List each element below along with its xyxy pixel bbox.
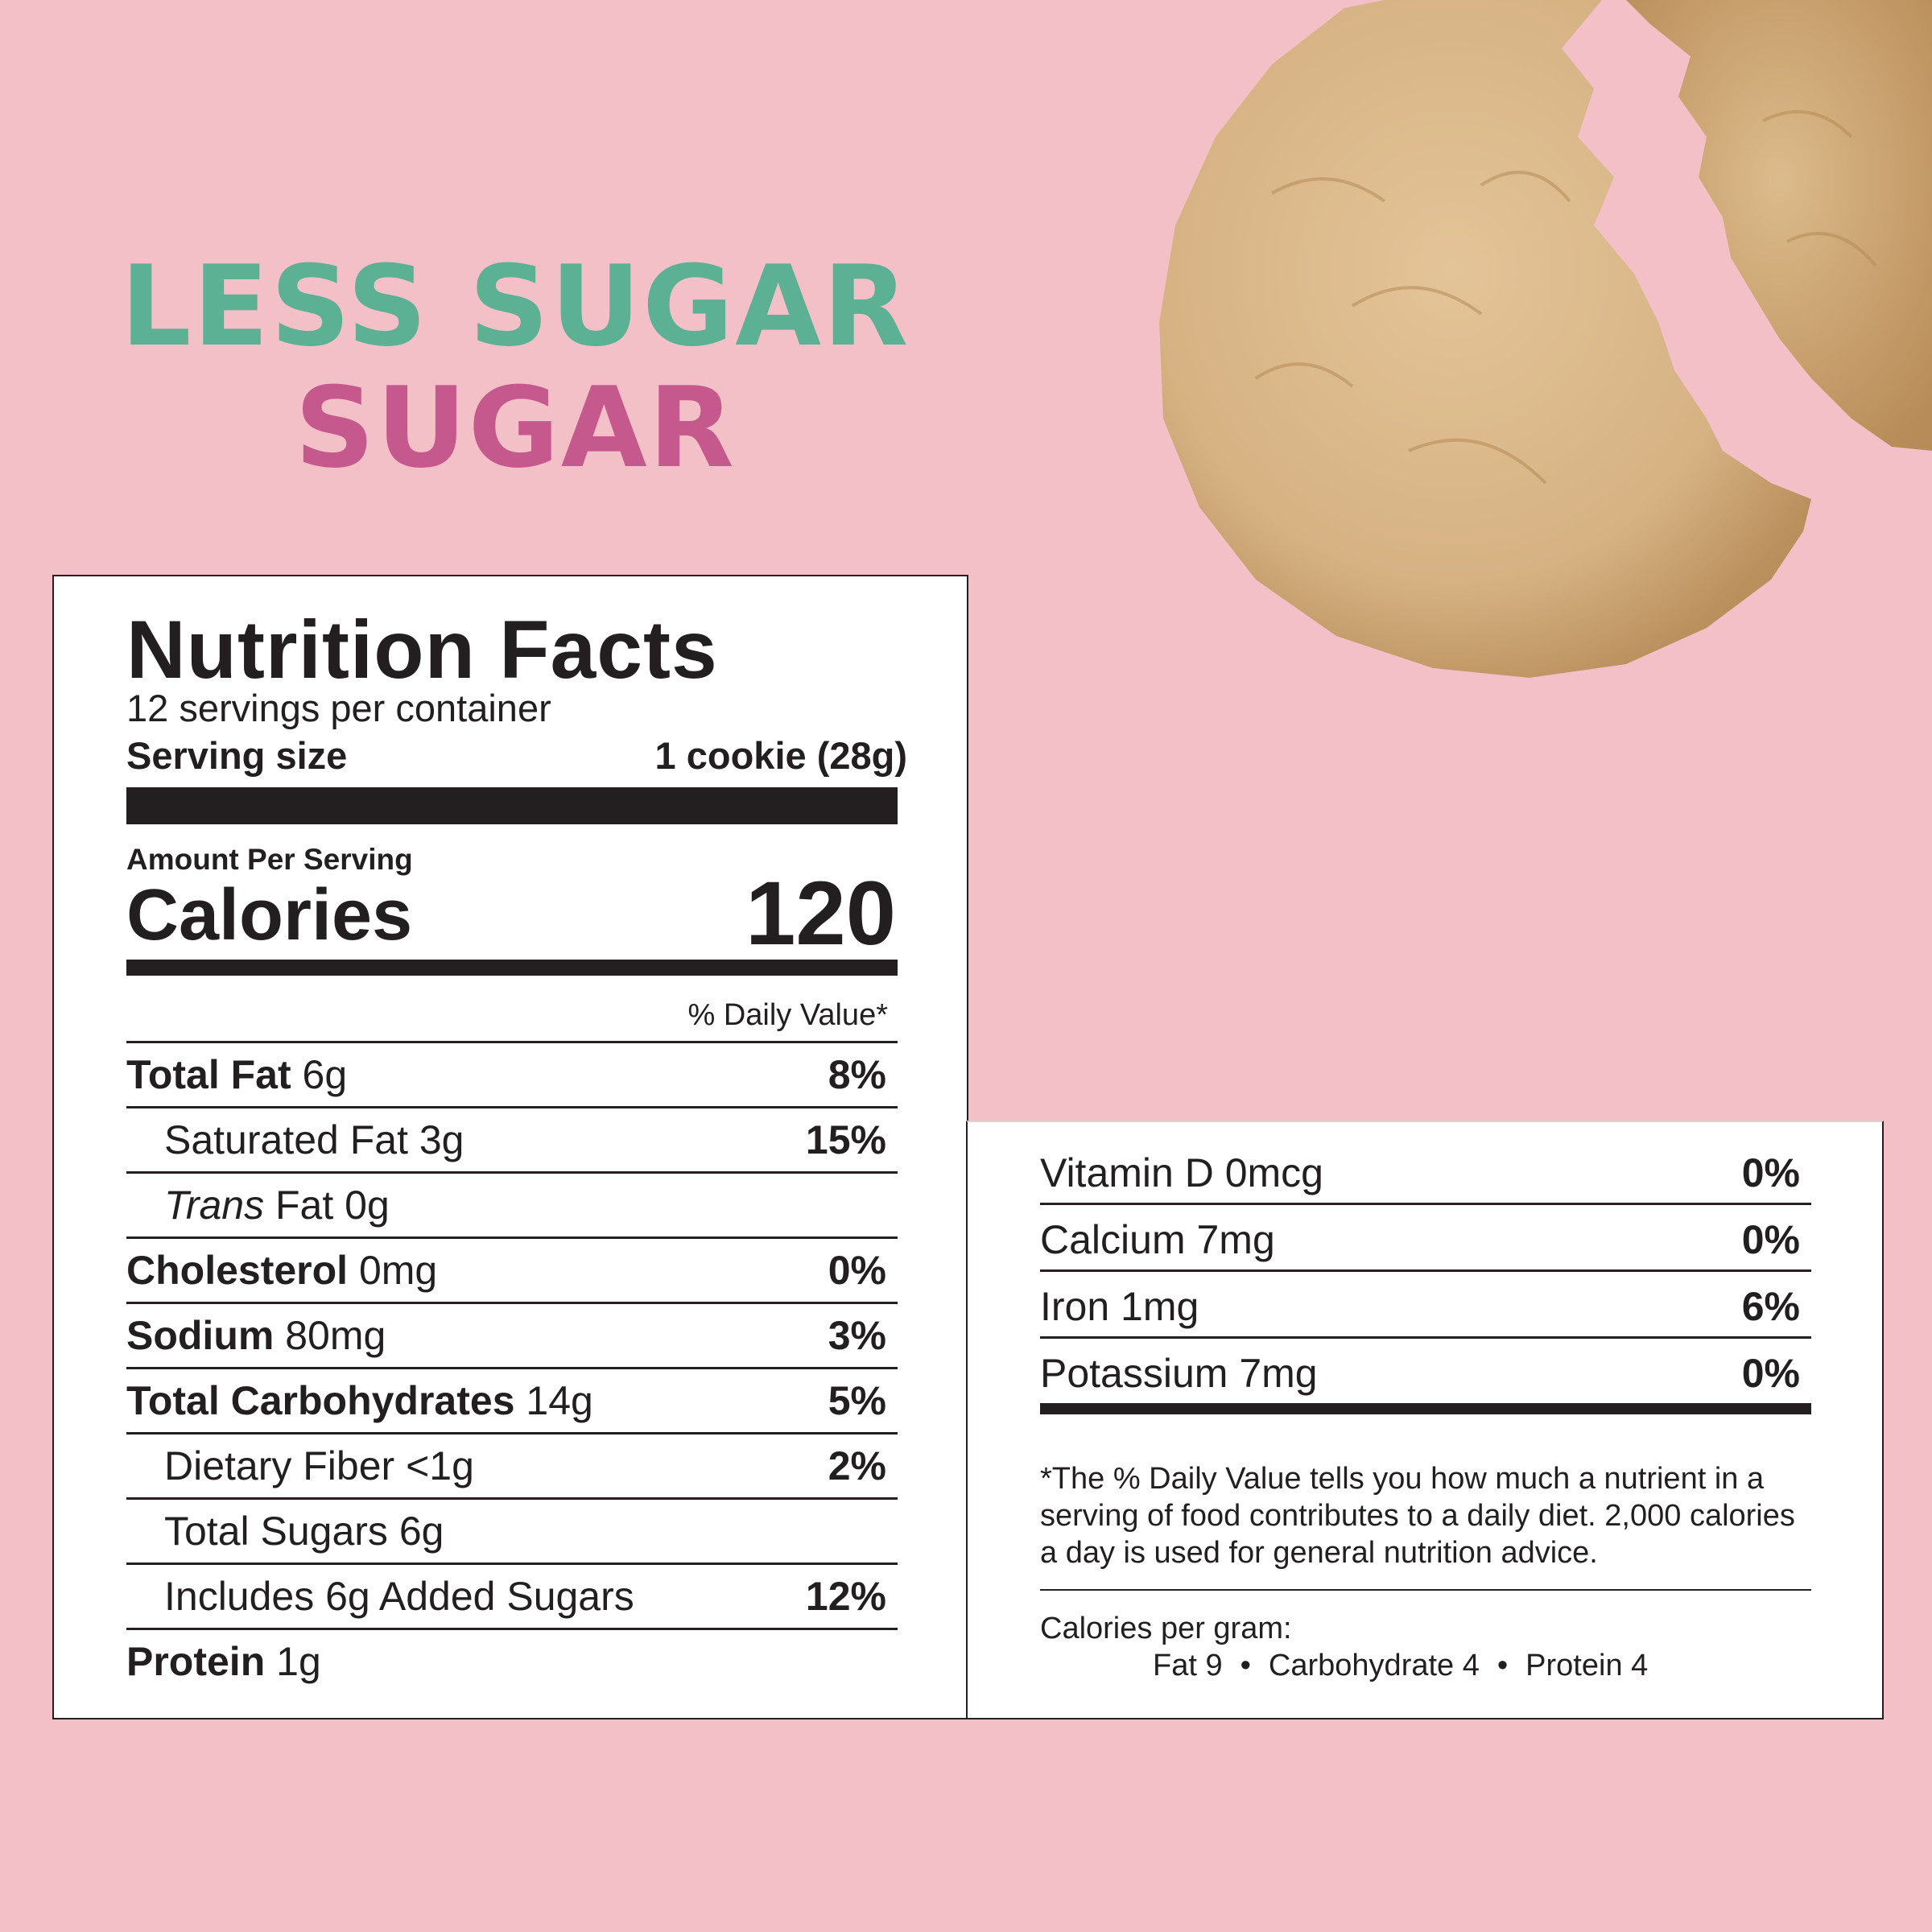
vitamin-row-vitamin-d: Vitamin D 0mcg 0% [1040, 1138, 1811, 1205]
headline-less-sugar: LESS SUGAR [120, 242, 910, 371]
vitamin-name: Vitamin D 0mcg [1040, 1150, 1323, 1195]
nutrient-row-trans-fat: Trans Fat 0g [126, 1171, 898, 1236]
nutrient-amount: 6g [291, 1052, 348, 1097]
nutrient-row-total-sugars: Total Sugars 6g [126, 1497, 898, 1563]
nutrient-name: Sodium [126, 1313, 275, 1358]
vitamin-row-calcium: Calcium 7mg 0% [1040, 1205, 1811, 1272]
calories-per-gram-carbohydrate: Carbohydrate 4 [1268, 1649, 1480, 1682]
nutrition-facts-panel-vitamins: Vitamin D 0mcg 0% Calcium 7mg 0% Iron 1m… [966, 1121, 1884, 1719]
daily-value-header: % Daily Value* [687, 998, 888, 1032]
nutrient-pct: 15% [805, 1117, 886, 1162]
nutrient-name: Total Fat [126, 1052, 291, 1097]
cookie-illustration [1159, 0, 1932, 678]
vitamin-name: Potassium 7mg [1040, 1351, 1318, 1396]
vitamin-pct: 0% [1741, 1217, 1800, 1262]
nutrition-facts-title: Nutrition Facts [126, 604, 718, 696]
nutrient-name: Includes 6g Added Sugars [164, 1574, 634, 1619]
nutrient-row-total-fat: Total Fat 6g 8% [126, 1041, 898, 1106]
calories-value: 120 [745, 863, 896, 964]
nutrient-row-protein: Protein 1g [126, 1628, 898, 1693]
vitamin-row-iron: Iron 1mg 6% [1040, 1272, 1811, 1339]
nutrient-row-total-carbohydrates: Total Carbohydrates 14g 5% [126, 1367, 898, 1432]
nutrient-amount: 1g [265, 1639, 321, 1684]
nutrient-name: Saturated Fat 3g [164, 1117, 464, 1162]
nutrient-amount: 14g [514, 1378, 593, 1423]
nutrient-pct: 5% [828, 1378, 886, 1423]
nutrient-pct: 0% [828, 1248, 886, 1293]
vitamin-pct: 0% [1741, 1150, 1800, 1195]
serving-size-label: Serving size [126, 734, 348, 777]
vitamin-row-potassium: Potassium 7mg 0% [1040, 1339, 1811, 1414]
nutrient-amount: 0mg [348, 1248, 438, 1293]
thick-divider-top [126, 787, 898, 824]
nutrient-name: Protein [126, 1639, 266, 1684]
nutrient-name: Total Sugars 6g [164, 1509, 444, 1554]
vitamin-list: Vitamin D 0mcg 0% Calcium 7mg 0% Iron 1m… [1040, 1138, 1811, 1414]
nutrition-facts-panel-main: Nutrition Facts 12 servings per containe… [52, 575, 968, 1719]
serving-size-value: 1 cookie (28g) [654, 734, 907, 777]
nutrient-row-sodium: Sodium 80mg 3% [126, 1302, 898, 1367]
headline-sugar: SUGAR [295, 363, 736, 493]
vitamin-pct: 6% [1741, 1284, 1800, 1329]
calories-per-gram-label: Calories per gram: [1040, 1612, 1292, 1645]
nutrient-name: Total Carbohydrates [126, 1378, 515, 1423]
calories-per-gram-protein: Protein 4 [1525, 1649, 1649, 1682]
nutrient-row-added-sugars: Includes 6g Added Sugars 12% [126, 1563, 898, 1628]
nutrient-amount: 80mg [274, 1313, 386, 1358]
nutrient-name: Cholesterol [126, 1248, 349, 1293]
bullet-separator: • [1496, 1649, 1509, 1682]
thick-divider-calories [126, 960, 898, 976]
nutrient-name: Dietary Fiber <1g [164, 1443, 474, 1488]
vitamin-name: Calcium 7mg [1040, 1217, 1275, 1262]
bullet-separator: • [1240, 1649, 1251, 1682]
servings-per-container: 12 servings per container [126, 687, 551, 729]
nutrient-list: Total Fat 6g 8% Saturated Fat 3g 15% Tra… [126, 1041, 898, 1693]
broken-cookie-image [1143, 0, 1932, 692]
nutrient-row-saturated-fat: Saturated Fat 3g 15% [126, 1106, 898, 1171]
daily-value-footnote: *The % Daily Value tells you how much a … [1040, 1462, 1795, 1570]
calories-per-gram-fat: Fat 9 [1153, 1649, 1223, 1682]
nutrient-row-dietary-fiber: Dietary Fiber <1g 2% [126, 1432, 898, 1497]
calories-per-gram-values: Fat 9 • Carbohydrate 4 • Protein 4 [1153, 1650, 1648, 1681]
nutrient-pct: 2% [828, 1443, 886, 1488]
calories-label: Calories [126, 875, 413, 956]
nutrient-pct: 12% [805, 1574, 886, 1619]
nutrient-row-cholesterol: Cholesterol 0mg 0% [126, 1236, 898, 1302]
nutrient-pct: 8% [828, 1052, 886, 1097]
serving-size-row: Serving size 1 cookie (28g) [126, 734, 907, 777]
nutrient-amount: Fat 0g [264, 1183, 390, 1228]
nutrient-name-italic: Trans [164, 1183, 265, 1228]
vitamin-name: Iron 1mg [1040, 1284, 1199, 1329]
nutrient-pct: 3% [828, 1313, 886, 1358]
vitamin-pct: 0% [1741, 1351, 1800, 1396]
footnote-divider [1040, 1589, 1811, 1591]
amount-per-serving: Amount Per Serving [126, 843, 413, 876]
